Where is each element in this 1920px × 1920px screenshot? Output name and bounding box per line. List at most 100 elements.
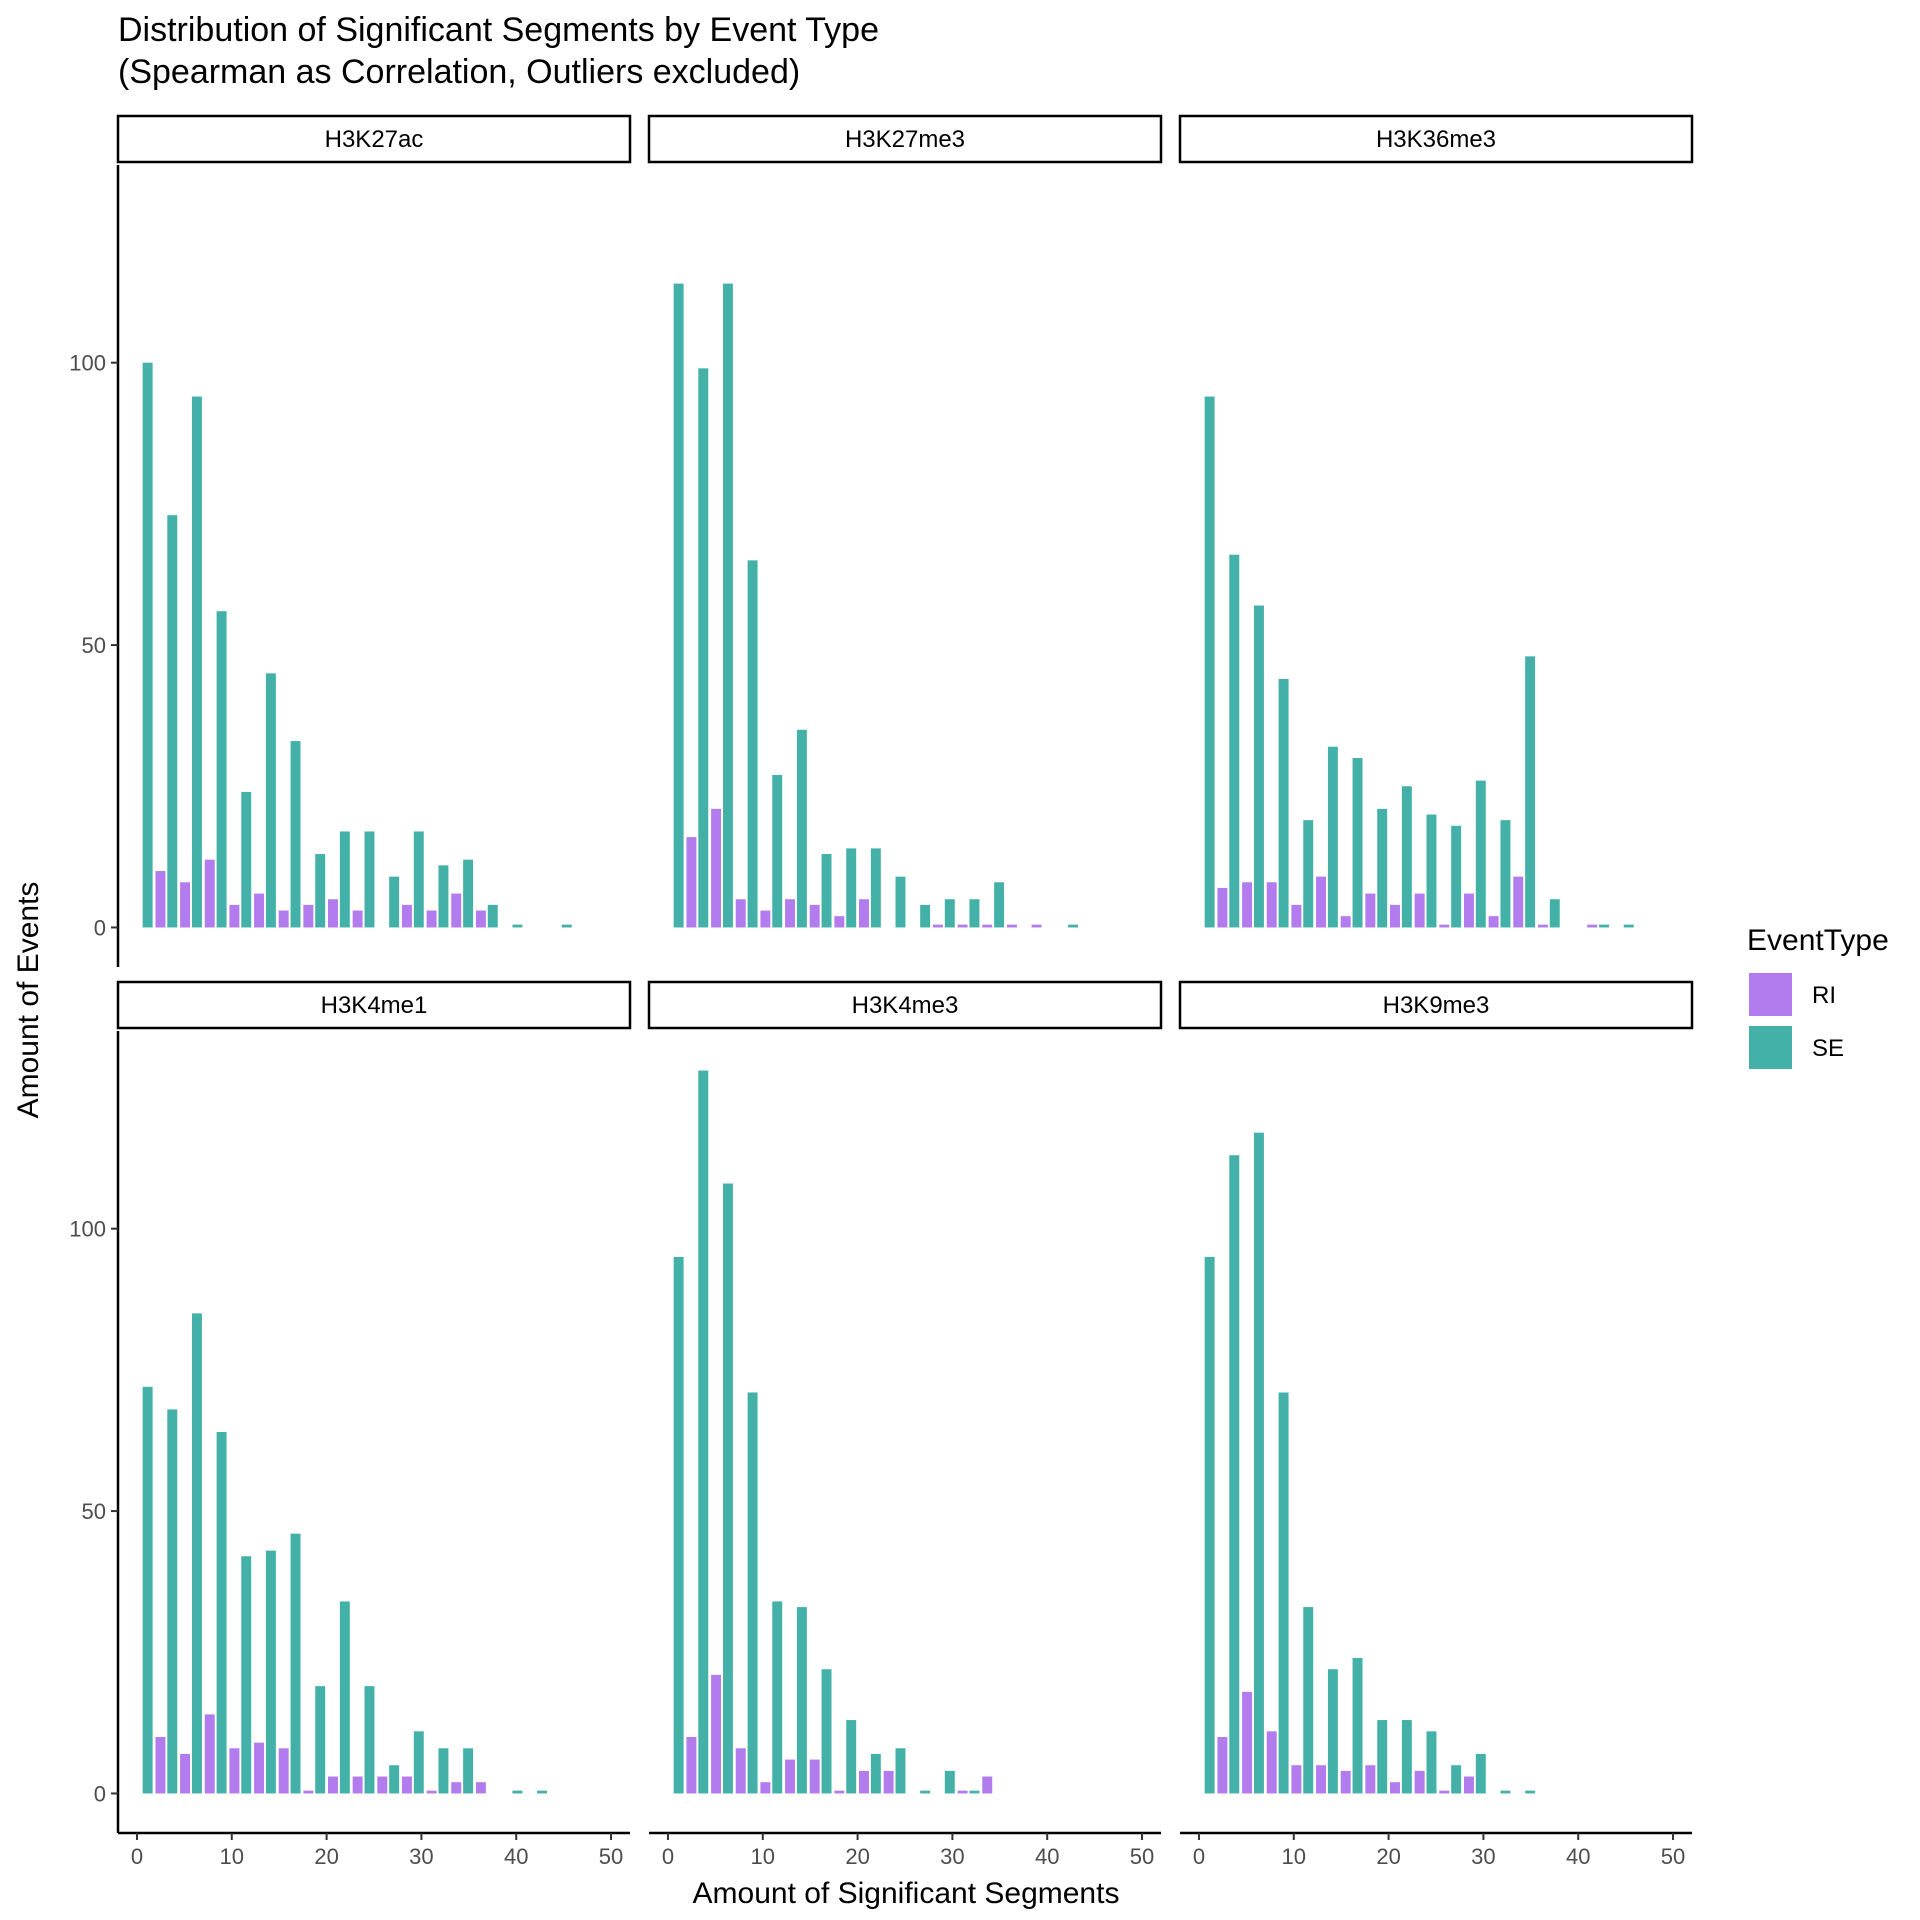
bar-se	[1068, 924, 1079, 928]
bar-ri	[1217, 887, 1228, 928]
bar-ri	[1414, 1770, 1425, 1794]
bar-ri	[1242, 1691, 1253, 1794]
bar-ri	[401, 1776, 412, 1794]
bar-se	[413, 831, 424, 928]
bar-ri	[303, 904, 314, 928]
bar-ri	[1266, 1731, 1277, 1794]
bar-ri	[957, 1790, 968, 1794]
bar-ri	[1365, 893, 1376, 928]
bar-ri	[1340, 1770, 1351, 1794]
bar-se	[673, 1256, 684, 1794]
bar-se	[1426, 1731, 1437, 1794]
bar-se	[1500, 1790, 1511, 1794]
legend-key-se	[1749, 1026, 1792, 1069]
facet-strip	[647, 114, 1163, 164]
bar-ri	[1439, 924, 1450, 928]
bar-ri	[352, 1776, 363, 1794]
bar-ri	[735, 899, 746, 928]
bar-ri	[1463, 1776, 1474, 1794]
legend-title: EventType	[1747, 924, 1889, 957]
facet-label: H3K36me3	[1376, 126, 1496, 153]
bar-se	[1475, 1753, 1486, 1794]
x-tick-label: 20	[314, 1844, 338, 1869]
bar-ri	[834, 1790, 845, 1794]
bar-ri	[760, 910, 771, 928]
bar-ri	[328, 1776, 338, 1794]
bar-ri	[1463, 893, 1474, 928]
x-axis-title: Amount of Significant Segments	[693, 1877, 1120, 1910]
bar-se	[846, 1720, 857, 1794]
bar-se	[364, 1686, 375, 1794]
bar-ri	[785, 899, 796, 928]
bar-ri	[229, 904, 240, 928]
bar-se	[944, 1770, 955, 1794]
bar-se	[1377, 808, 1388, 928]
bar-ri	[982, 924, 993, 928]
bar-ri	[809, 904, 820, 928]
x-tick-label: 40	[1566, 1844, 1590, 1869]
bar-ri	[278, 910, 289, 928]
bar-se	[315, 854, 326, 928]
bar-ri	[155, 1736, 166, 1794]
bar-ri	[932, 924, 943, 928]
bar-ri	[1031, 924, 1042, 928]
bar-se	[290, 741, 301, 928]
bar-se	[1303, 1607, 1314, 1794]
bar-ri	[352, 910, 363, 928]
bar-se	[772, 774, 783, 928]
bar-ri	[1513, 876, 1524, 928]
bar-se	[241, 791, 252, 928]
bar-se	[870, 848, 881, 928]
bar-se	[1377, 1720, 1388, 1794]
bar-se	[846, 848, 857, 928]
bar-se	[698, 368, 709, 928]
bar-se	[413, 1731, 424, 1794]
bar-se	[265, 1550, 276, 1794]
facet-label: H3K27me3	[845, 126, 965, 153]
bar-se	[1451, 1765, 1462, 1794]
bar-se	[339, 1601, 350, 1794]
bar-ri	[1316, 1765, 1327, 1794]
x-tick-label: 20	[1376, 1844, 1400, 1869]
bar-se	[747, 1392, 758, 1794]
bar-ri	[686, 837, 697, 928]
y-tick-label: 50	[82, 633, 106, 658]
bar-ri	[1266, 882, 1277, 928]
bar-se	[1278, 1392, 1289, 1794]
x-tick-label: 20	[845, 1844, 869, 1869]
bar-se	[1204, 396, 1215, 928]
x-tick-label: 10	[751, 1844, 775, 1869]
y-axis-title: Amount of Events	[12, 882, 45, 1119]
bar-ri	[982, 1776, 993, 1794]
bar-se	[772, 1601, 783, 1794]
y-tick-label: 50	[82, 1499, 106, 1524]
panel-h3k36me3: H3K36me3	[1178, 114, 1694, 928]
bar-se	[1475, 780, 1486, 928]
bar-ri	[1537, 924, 1548, 928]
bar-ri	[377, 1776, 388, 1794]
bar-se	[315, 1686, 326, 1794]
bar-se	[994, 882, 1005, 928]
bar-ri	[785, 1759, 796, 1794]
bar-ri	[180, 882, 191, 928]
bar-ri	[204, 859, 215, 928]
y-tick-label: 0	[94, 915, 106, 940]
bar-se	[1229, 1155, 1240, 1794]
bar-ri	[711, 1674, 722, 1794]
bar-ri	[1414, 893, 1425, 928]
bar-se	[920, 1790, 931, 1794]
bar-ri	[180, 1753, 191, 1794]
bar-ri	[426, 1790, 437, 1794]
chart-title: Distribution of Significant Segments by …	[118, 11, 879, 49]
bar-se	[512, 1790, 523, 1794]
bar-se	[1623, 924, 1634, 928]
bar-se	[561, 924, 572, 928]
bar-se	[389, 1765, 400, 1794]
bar-se	[487, 904, 498, 928]
x-tick-label: 10	[1282, 1844, 1306, 1869]
bar-ri	[760, 1782, 771, 1794]
legend: EventType RI SE	[1747, 924, 1889, 1069]
bar-ri	[401, 904, 412, 928]
